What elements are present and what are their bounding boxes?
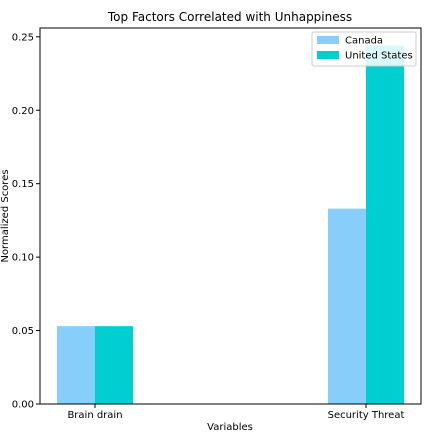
legend-swatch	[317, 51, 339, 59]
x-axis: Brain drain Security Threat	[67, 404, 404, 421]
bar-united-states-brain-drain	[95, 326, 133, 404]
chart-title: Top Factors Correlated with Unhappiness	[107, 10, 352, 24]
bar-united-states-security-threat	[366, 45, 404, 404]
y-axis: 0.00 0.05 0.10 0.15 0.20 0.25	[12, 32, 40, 411]
y-tick-label: 0.05	[12, 326, 34, 337]
y-tick-label: 0.25	[12, 32, 34, 43]
y-tick-label: 0.10	[12, 253, 34, 264]
legend-swatch	[317, 36, 339, 44]
x-tick-label: Brain drain	[67, 410, 122, 421]
plot-frame	[39, 27, 422, 405]
y-tick-label: 0.20	[12, 106, 34, 117]
bar-canada-brain-drain	[57, 326, 95, 404]
legend-label: United States	[345, 51, 413, 62]
y-axis-label: Normalized Scores	[0, 169, 11, 262]
legend: Canada United States	[311, 31, 417, 67]
x-tick-label: Security Threat	[328, 410, 405, 421]
y-tick-label: 0.00	[12, 400, 34, 411]
x-axis-label: Variables	[207, 422, 253, 432]
bar-canada-security-threat	[328, 208, 366, 404]
y-tick-label: 0.15	[12, 179, 34, 190]
bars-group	[57, 45, 404, 404]
legend-label: Canada	[345, 36, 383, 47]
